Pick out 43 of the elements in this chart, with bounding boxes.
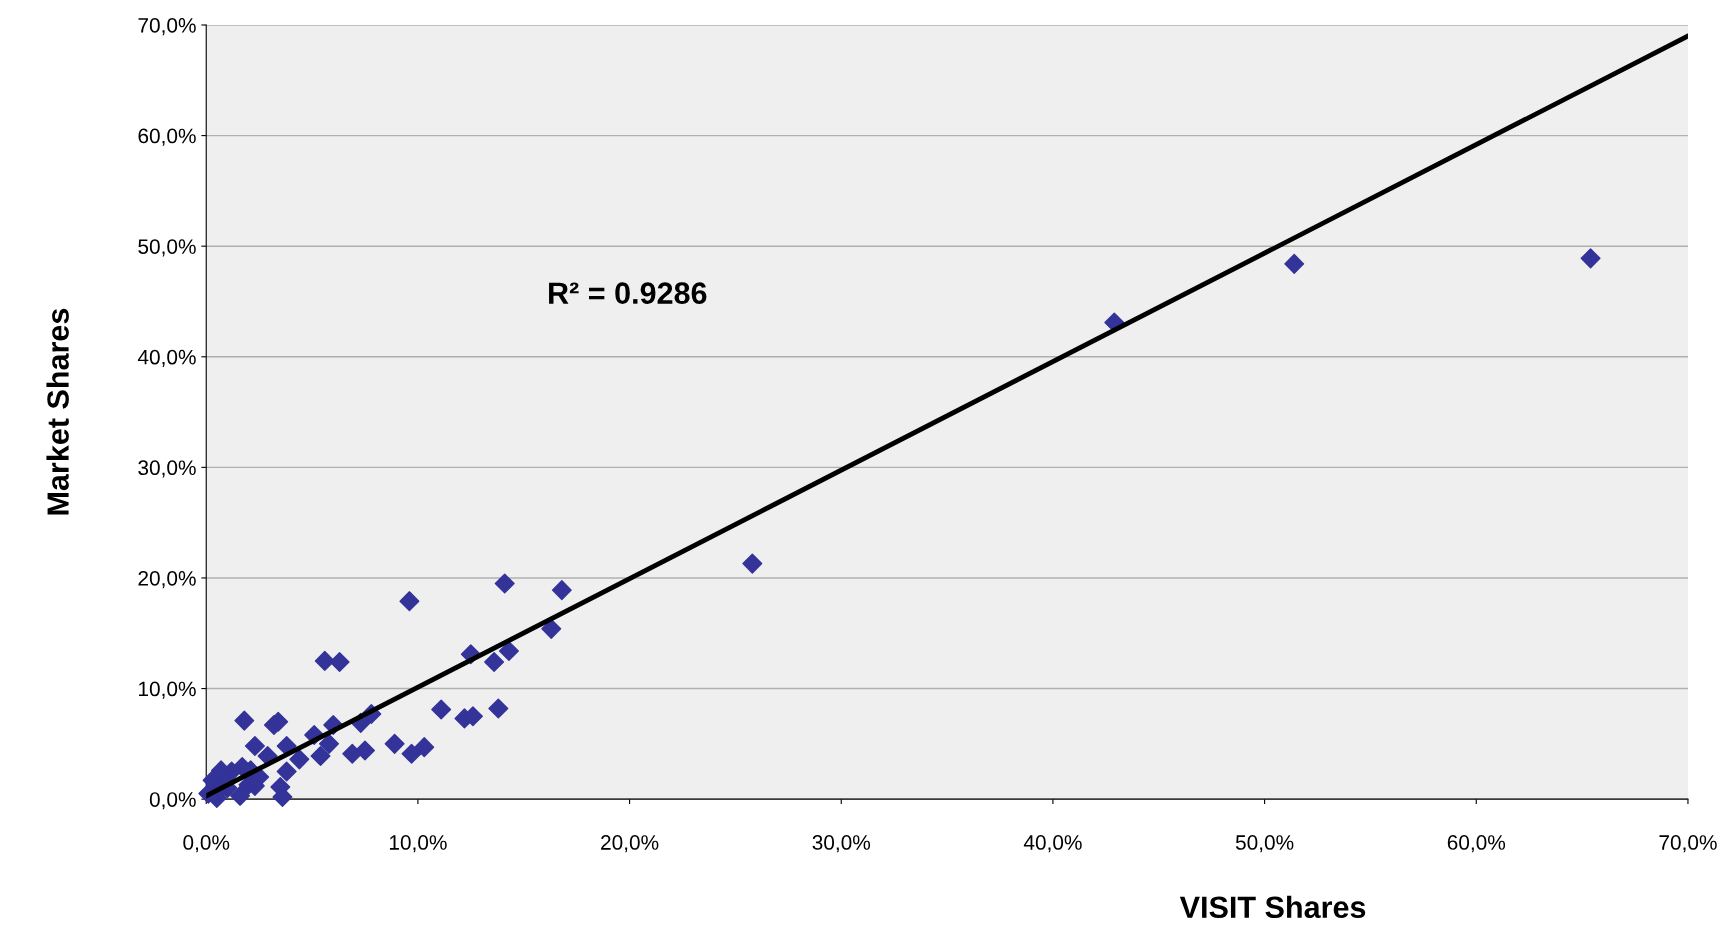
point [310,745,331,767]
annotation: R² = 0.9286 [549,282,707,304]
point [1580,248,1601,269]
point [494,573,515,594]
point [1284,253,1305,274]
x-tick-label: 60,0% [1447,835,1506,853]
point [541,618,562,639]
point [314,650,335,671]
point [342,743,363,764]
point [399,591,420,612]
point [414,737,435,758]
point [276,761,297,782]
x-tick-label: 10,0% [389,835,447,853]
x-tick-label: 40,0% [1023,835,1082,853]
y-tick-label: 60,0% [138,128,196,146]
point [329,651,350,673]
x-axis-title: VISIT Shares [1179,895,1366,919]
point [742,553,763,574]
y-tick-label: 30,0% [138,460,196,478]
y-tick-label: 70,0% [138,18,196,36]
point [498,640,519,661]
y-tick-label: 40,0% [137,349,196,367]
x-tick-label: 70,0% [1659,835,1717,853]
point [401,743,422,764]
point [244,736,265,757]
x-tick-label: 50,0% [1235,835,1294,853]
point [289,749,310,770]
y-tick-label: 10,0% [139,681,196,699]
point [234,710,255,731]
point [488,698,509,719]
y-tick-label: 20,0% [138,570,196,589]
point [551,580,572,601]
point [431,699,452,720]
y-axis-title: Market Shares [46,308,69,515]
y-tick-label: 50,0% [138,239,196,257]
x-tick-label: 0,0% [183,835,230,853]
y-tick-label: 0,0% [149,792,196,810]
point [384,733,405,754]
x-tick-label: 20,0% [601,835,659,853]
point [484,651,505,673]
point [230,785,251,806]
x-tick-label: 30,0% [812,835,871,853]
point [318,733,340,754]
